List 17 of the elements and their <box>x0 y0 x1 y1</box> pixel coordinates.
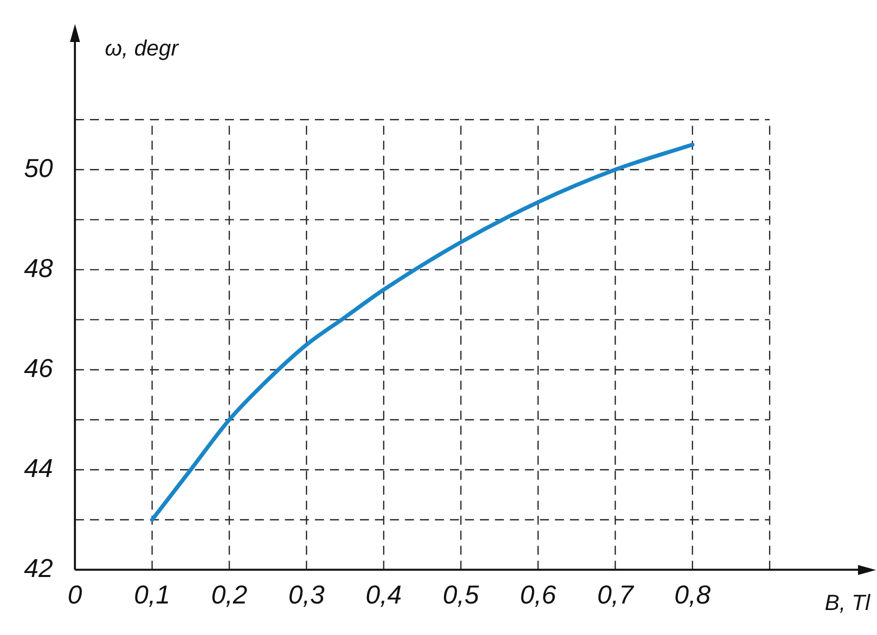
y-tick-label: 46 <box>24 352 54 383</box>
x-tick-label: 0,1 <box>134 580 170 610</box>
y-tick-label: 48 <box>24 252 54 283</box>
x-tick-label: 0,6 <box>520 580 557 610</box>
y-tick-label: 42 <box>24 553 54 584</box>
y-tick-label: 50 <box>24 152 54 183</box>
line-series <box>150 142 694 522</box>
x-tick-label: 0,4 <box>366 580 402 610</box>
x-axis-title: B, Tl <box>824 590 872 615</box>
y-tick-label: 44 <box>24 452 53 483</box>
y-axis-title: ω, degr <box>104 36 180 61</box>
x-tick-label: 0,3 <box>288 580 326 610</box>
x-tick-label: 0,2 <box>211 580 248 610</box>
x-tick-label: 0,7 <box>597 580 635 610</box>
x-tick-label: 0,5 <box>442 580 480 610</box>
x-tick-label: 0 <box>68 580 83 610</box>
x-tick-label: 0,8 <box>674 580 712 610</box>
